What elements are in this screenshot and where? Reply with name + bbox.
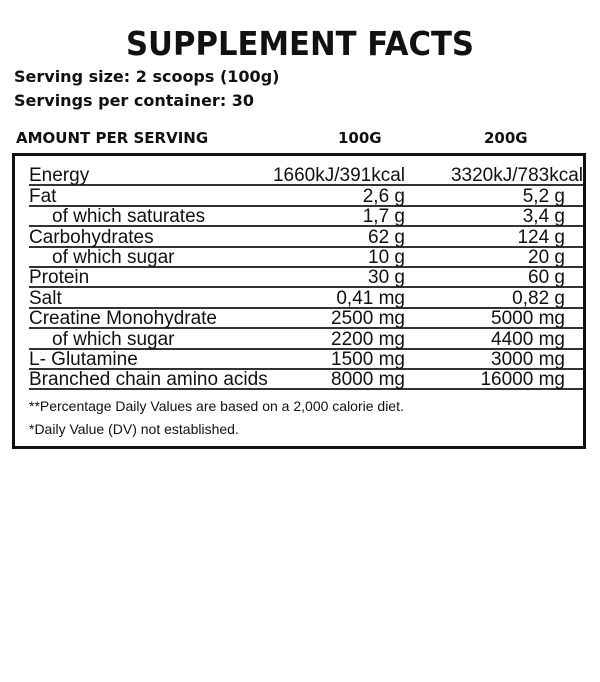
servings-per-container: Servings per container: 30 [14,91,255,110]
table-row: of which saturates 1,7 g 3,4 g [29,206,583,228]
nutrient-name: Fat [29,185,57,207]
value-200g: 16000 mg [480,369,565,391]
page-title: SUPPLEMENT FACTS [125,24,475,63]
value-200g: 4400 mg [491,328,565,350]
footnote: *Daily Value (DV) not established. [29,421,239,437]
value-100g: 62 g [368,226,405,248]
nutrient-name: Creatine Monohydrate [29,308,217,330]
nutrient-name: of which saturates [52,206,206,228]
value-200g: 60 g [528,267,565,289]
value-100g: 1,7 g [362,206,405,228]
value-100g: 2500 mg [331,308,405,330]
value-200g: 3320kJ/783kcal [450,165,583,187]
table-row: Fat 2,6 g 5,2 g [29,185,583,207]
amount-per-serving-header: AMOUNT PER SERVING [16,129,209,147]
table-row: Salt 0,41 mg 0,82 g [29,287,583,309]
value-100g: 1660kJ/391kcal [272,165,405,187]
column-200g-header: 200G [484,129,528,147]
footnote: **Percentage Daily Values are based on a… [29,398,404,414]
nutrient-name: Salt [29,287,62,309]
serving-size: Serving size: 2 scoops (100g) [14,67,280,86]
value-200g: 3,4 g [522,206,565,228]
value-100g: 8000 mg [331,369,405,391]
nutrient-name: Energy [29,165,90,187]
value-100g: 1500 mg [331,348,405,370]
nutrient-name: Branched chain amino acids [29,369,268,391]
nutrition-table: Energy 1660kJ/391kcal 3320kJ/783kcal Fat 2,6… [12,153,586,449]
value-200g: 5,2 g [522,185,565,207]
value-100g: 0,41 mg [336,287,405,309]
table-row: L- Glutamine 1500 mg 3000 mg [29,348,583,370]
nutrient-name: of which sugar [52,328,175,350]
value-200g: 20 g [528,246,565,268]
nutrient-name: Carbohydrates [29,226,154,248]
nutrient-name: of which sugar [52,246,175,268]
nutrition-rows: Energy 1660kJ/391kcal 3320kJ/783kcal Fat 2,6… [29,165,583,391]
value-100g: 2,6 g [362,185,405,207]
nutrient-name: L- Glutamine [29,348,138,370]
table-row: Protein 30 g 60 g [29,267,583,289]
value-100g: 30 g [368,267,405,289]
value-200g: 3000 mg [491,348,565,370]
value-200g: 124 g [517,226,565,248]
table-row: of which sugar 2200 mg 4400 mg [29,328,583,350]
table-row: Carbohydrates 62 g 124 g [29,226,583,248]
value-100g: 2200 mg [331,328,405,350]
column-100g-header: 100G [338,129,382,147]
value-200g: 5000 mg [491,308,565,330]
nutrient-name: Protein [29,267,90,289]
table-row: Branched chain amino acids 8000 mg 16000 m… [29,369,583,391]
table-row: of which sugar 10 g 20 g [29,246,583,268]
table-row: Creatine Monohydrate 2500 mg 5000 mg [29,308,583,330]
value-100g: 10 g [368,246,405,268]
table-row: Energy 1660kJ/391kcal 3320kJ/783kcal [29,165,583,187]
value-200g: 0,82 g [512,287,565,309]
